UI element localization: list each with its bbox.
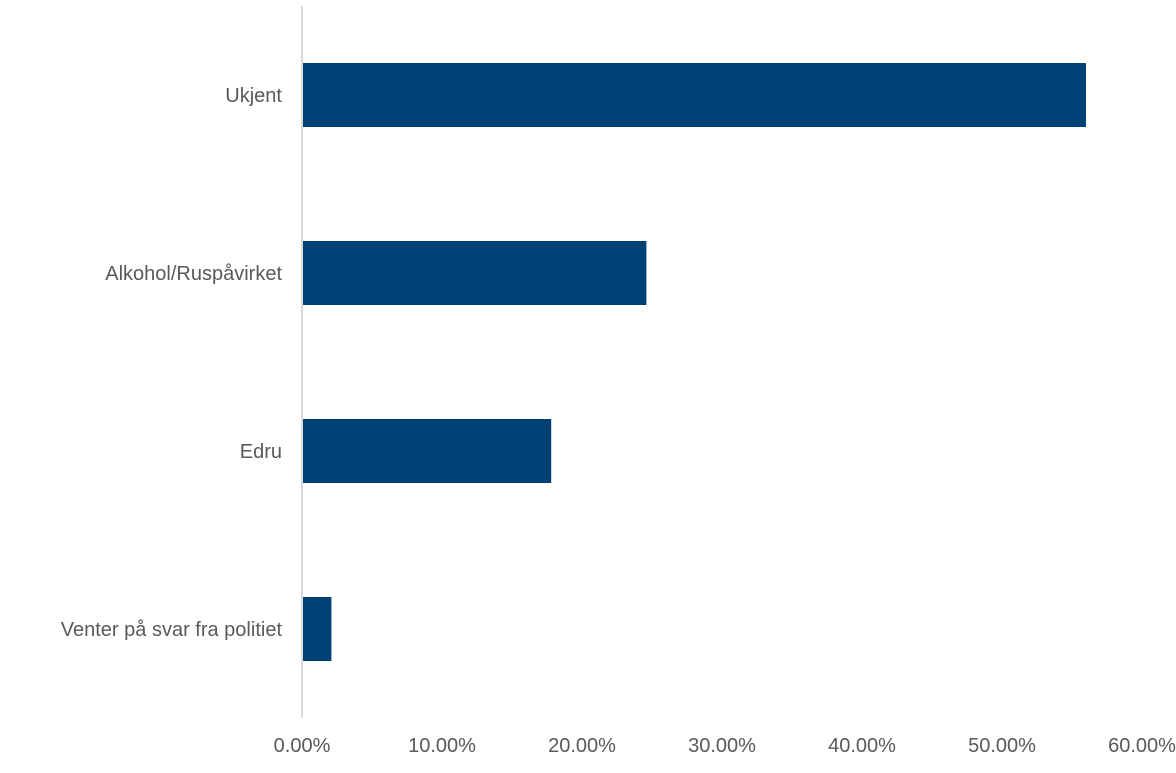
bars-layer <box>303 63 1086 661</box>
x-tick-labels: 0.00% 10.00% 20.00% 30.00% 40.00% 50.00% 60.00… <box>274 735 1176 757</box>
x-tick-label: 50.00% <box>968 735 1036 757</box>
category-label: Edru <box>240 441 282 463</box>
category-labels: Ukjent Alkohol/Ruspåvirket Edru Venter på s… <box>61 85 283 641</box>
bar <box>303 597 332 661</box>
category-label: Venter på svar fra politiet <box>61 619 283 641</box>
bar <box>303 419 552 483</box>
category-label: Alkohol/Ruspåvirket <box>105 263 282 285</box>
x-tick-label: 10.00% <box>408 735 476 757</box>
category-label: Ukjent <box>225 85 282 107</box>
x-tick-label: 30.00% <box>688 735 756 757</box>
bar <box>303 63 1086 127</box>
x-tick-label: 0.00% <box>274 735 331 757</box>
x-tick-label: 60.00% <box>1108 735 1176 757</box>
x-tick-label: 20.00% <box>548 735 616 757</box>
bar <box>303 241 647 305</box>
x-tick-label: 40.00% <box>828 735 896 757</box>
